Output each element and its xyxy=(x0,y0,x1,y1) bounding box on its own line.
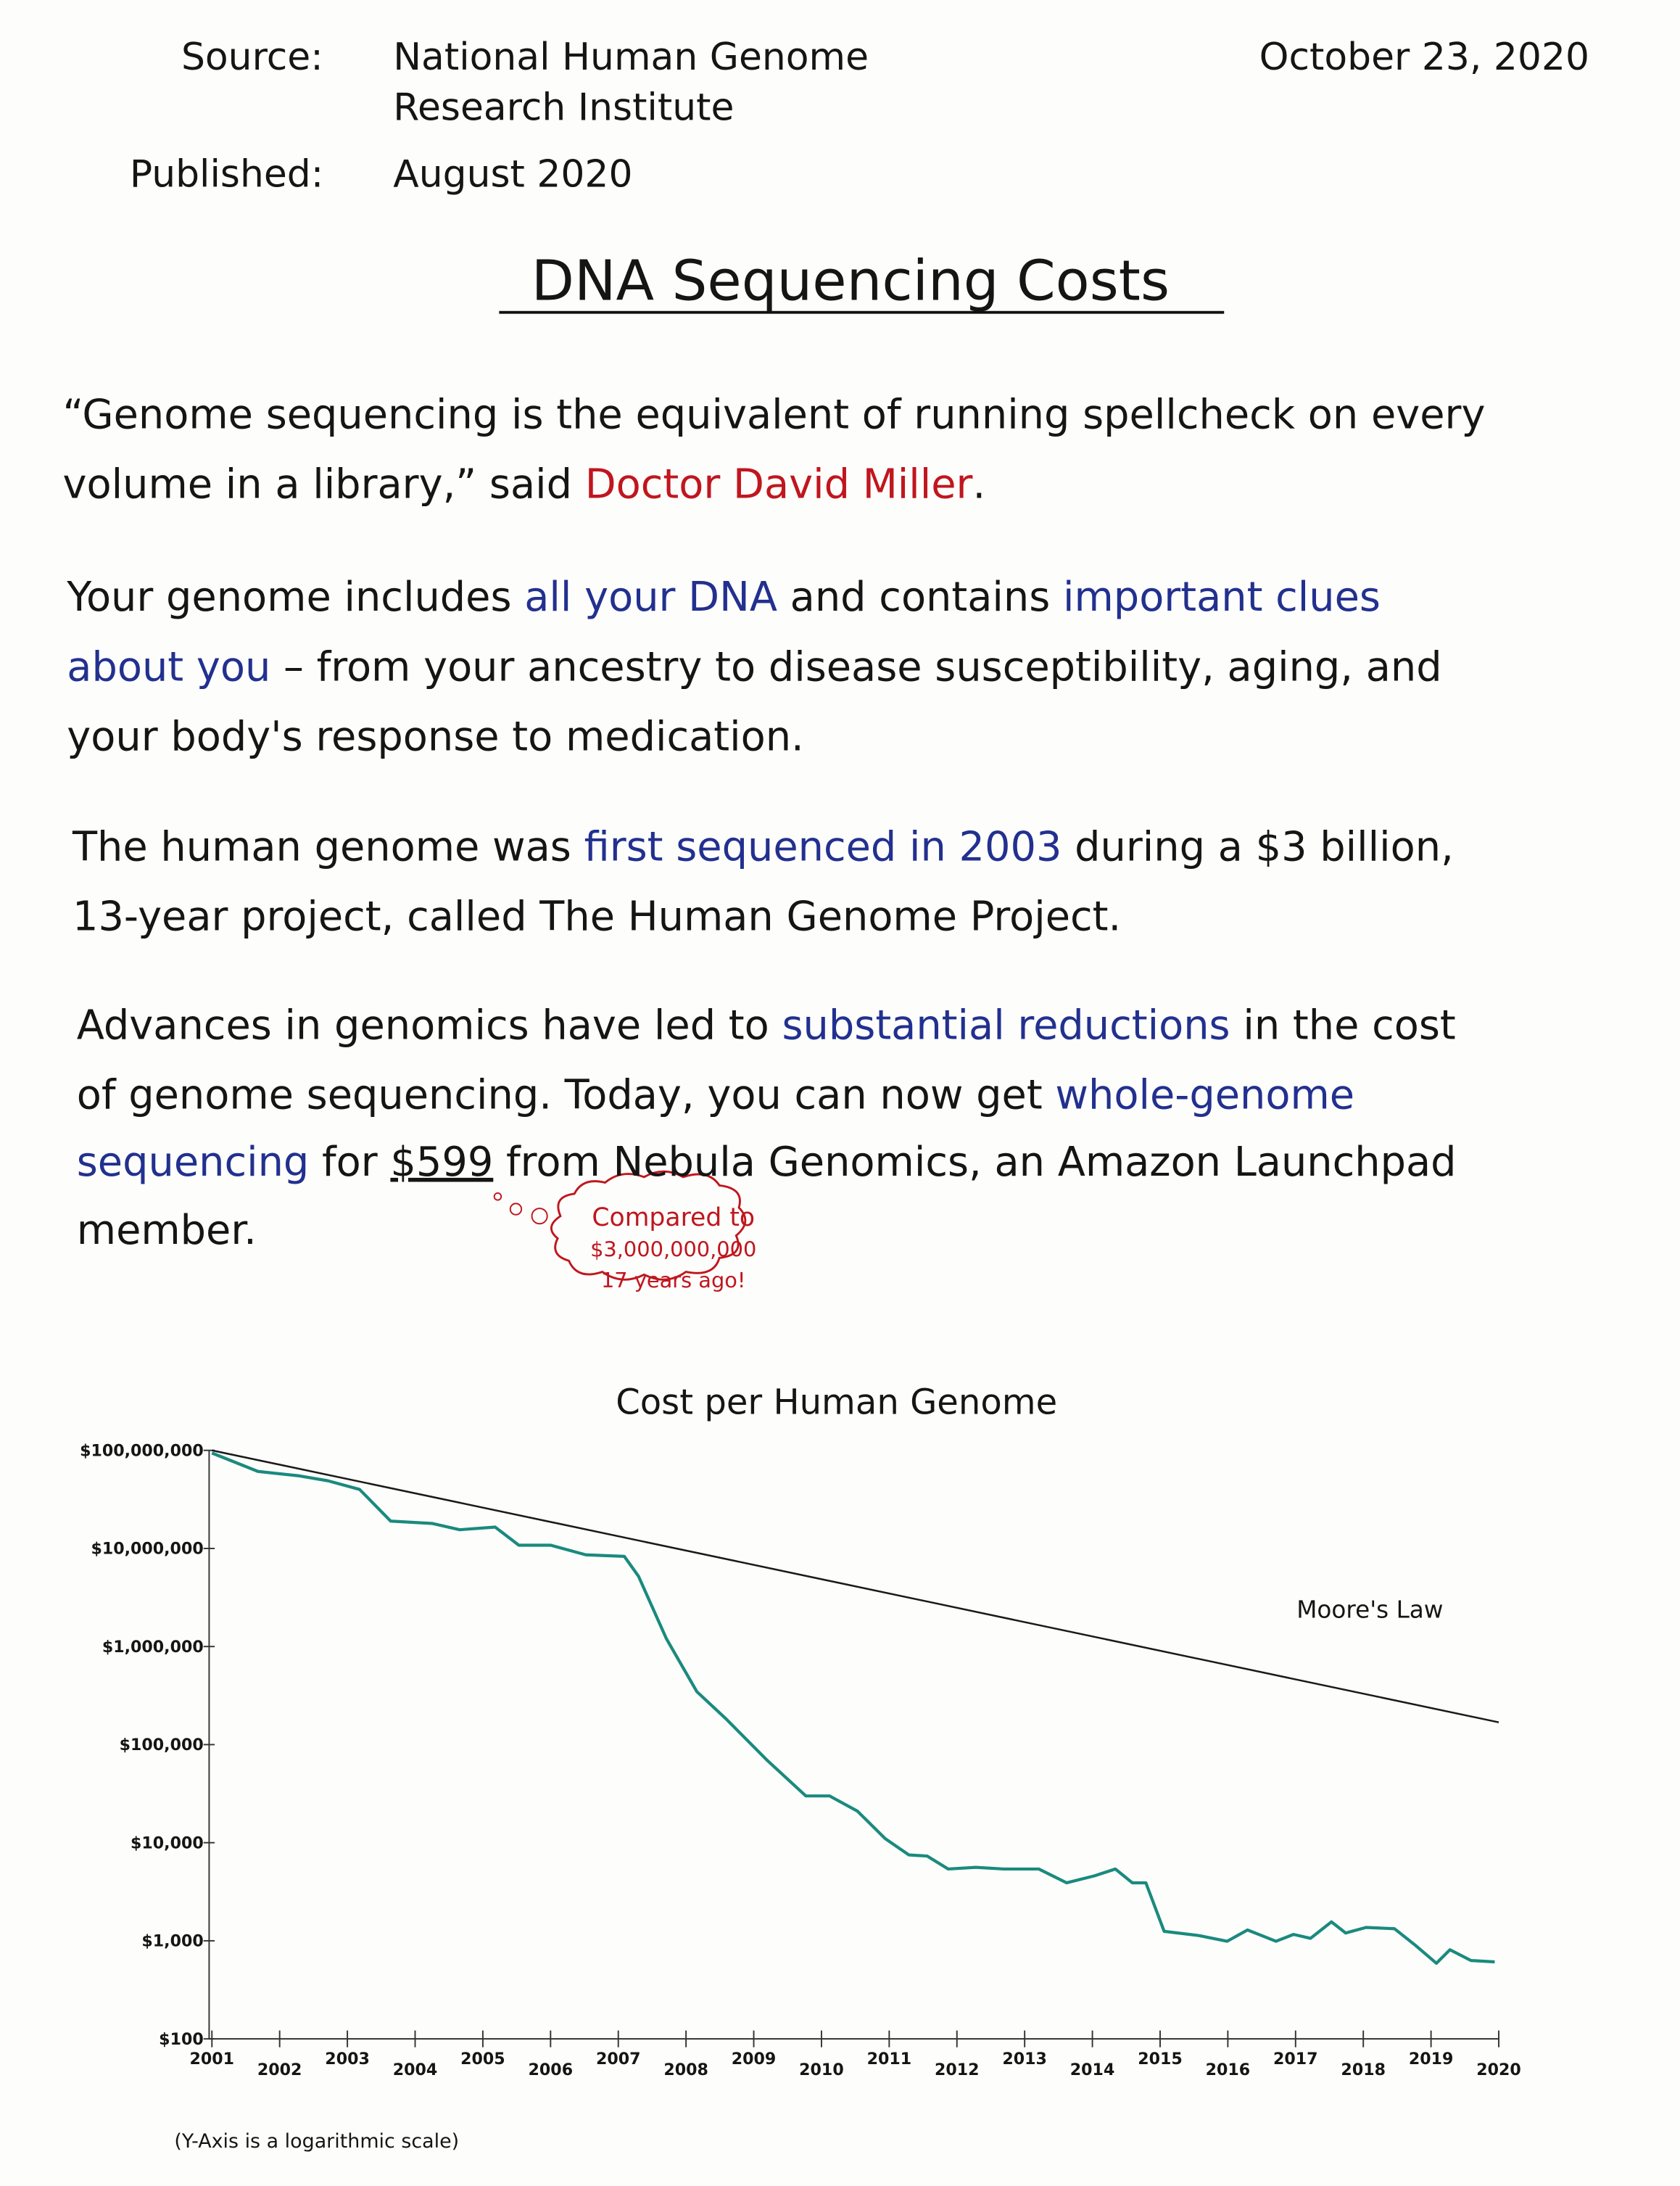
thought-cloud xyxy=(550,1170,747,1281)
text: 13-year project, called The Human Genome… xyxy=(73,894,1121,941)
y-tick-label: $10,000,000 xyxy=(91,1540,203,1559)
source: Research Institute xyxy=(393,86,734,129)
x-tick-label: 2005 xyxy=(460,2050,505,2069)
text: your body's response to medication. xyxy=(67,713,803,760)
paragraph-line: “Genome sequencing is the equivalent of … xyxy=(63,391,1486,438)
highlight-text: first sequenced in 2003 xyxy=(584,823,1062,870)
x-tick-label: 2019 xyxy=(1409,2050,1454,2069)
highlight-text: whole-genome xyxy=(1055,1072,1354,1119)
x-tick-label: 2001 xyxy=(190,2050,235,2069)
text: member. xyxy=(77,1207,257,1254)
series-label: Moore's Law xyxy=(1296,1596,1443,1623)
text: “Genome sequencing is the equivalent of … xyxy=(63,391,1486,438)
text: during a $3 billion, xyxy=(1062,823,1453,870)
highlight-text: important clues xyxy=(1063,574,1381,621)
thought-text: Compared to xyxy=(592,1203,755,1232)
paragraph-line: Advances in genomics have led to substan… xyxy=(77,1002,1456,1049)
y-tick-label: $100,000 xyxy=(120,1736,204,1754)
text: in the cost xyxy=(1230,1002,1456,1049)
y-tick-label: $100 xyxy=(159,2030,204,2049)
paragraph-line: of genome sequencing. Today, you can now… xyxy=(77,1072,1354,1119)
text: The human genome was xyxy=(72,823,584,870)
x-tick-label: 2002 xyxy=(257,2061,302,2079)
text: and contains xyxy=(777,574,1063,621)
thought-dot xyxy=(509,1203,523,1216)
thought-text: $3,000,000,000 xyxy=(590,1237,756,1261)
y-tick-label: $1,000 xyxy=(141,1932,203,1951)
x-tick-label: 2006 xyxy=(529,2061,574,2079)
y-tick-label: $100,000,000 xyxy=(80,1441,204,1460)
x-tick-label: 2007 xyxy=(596,2050,641,2069)
paragraph-line: volume in a library,” said Doctor David … xyxy=(63,461,986,508)
text: from Nebula Genomics, an Amazon Launchpa… xyxy=(493,1139,1456,1186)
thought-text: 17 years ago! xyxy=(601,1268,746,1292)
source-label: Source: xyxy=(181,36,323,79)
chart-title: Cost per Human Genome xyxy=(616,1382,1057,1423)
x-tick-label: 2011 xyxy=(867,2050,912,2069)
x-tick-label: 2004 xyxy=(393,2061,438,2079)
source: National Human Genome xyxy=(393,36,869,79)
text: Advances in genomics have led to xyxy=(77,1002,782,1049)
paragraph-line: sequencing for $599 from Nebula Genomics… xyxy=(77,1139,1457,1186)
y-tick-label: $10,000 xyxy=(131,1834,204,1852)
paragraph-line: member. xyxy=(77,1207,257,1254)
thought-dot xyxy=(493,1192,502,1201)
line xyxy=(212,1449,1499,1723)
paragraph-line: The human genome was first sequenced in … xyxy=(72,823,1454,870)
highlight-text: all your DNA xyxy=(524,574,777,621)
text: Your genome includes xyxy=(66,574,524,621)
highlight-text: about you xyxy=(67,643,270,690)
x-tick-label: 2018 xyxy=(1341,2061,1386,2079)
x-tick-label: 2017 xyxy=(1273,2050,1318,2069)
text: volume in a library,” said xyxy=(63,461,585,508)
published: August 2020 xyxy=(393,153,632,197)
paragraph-line: Your genome includes all your DNA and co… xyxy=(66,574,1381,621)
paragraph-line: your body's response to medication. xyxy=(67,713,803,760)
x-tick-label: 2020 xyxy=(1476,2061,1521,2079)
line xyxy=(211,1451,1495,1966)
text: for xyxy=(309,1139,390,1186)
text: $599 xyxy=(390,1139,493,1186)
x-tick-label: 2010 xyxy=(799,2061,844,2079)
date: October 23, 2020 xyxy=(1259,36,1589,79)
x-tick-label: 2009 xyxy=(732,2050,777,2069)
x-tick-label: 2016 xyxy=(1206,2061,1251,2079)
x-tick-label: 2015 xyxy=(1138,2050,1183,2069)
x-tick-label: 2013 xyxy=(1002,2050,1047,2069)
text: of genome sequencing. Today, you can now… xyxy=(77,1072,1056,1119)
y-tick-label: $1,000,000 xyxy=(102,1638,204,1657)
x-tick-label: 2008 xyxy=(663,2061,708,2079)
paragraph-line: 13-year project, called The Human Genome… xyxy=(73,894,1121,941)
thought-dot xyxy=(531,1208,548,1225)
x-tick-label: 2012 xyxy=(935,2061,980,2079)
text: . xyxy=(973,461,986,508)
x-tick-label: 2014 xyxy=(1070,2061,1115,2079)
highlight-text: sequencing xyxy=(77,1139,310,1186)
paragraph-line: about you – from your ancestry to diseas… xyxy=(67,643,1441,690)
chart-note: (Y-Axis is a logarithmic scale) xyxy=(174,2130,459,2153)
highlight-text: substantial reductions xyxy=(782,1002,1230,1049)
title: DNA Sequencing Costs xyxy=(531,249,1170,313)
highlight-text: Doctor David Miller xyxy=(585,461,973,508)
x-tick-label: 2003 xyxy=(325,2050,370,2069)
published-label: Published: xyxy=(130,153,323,197)
text: – from your ancestry to disease suscepti… xyxy=(270,643,1441,690)
